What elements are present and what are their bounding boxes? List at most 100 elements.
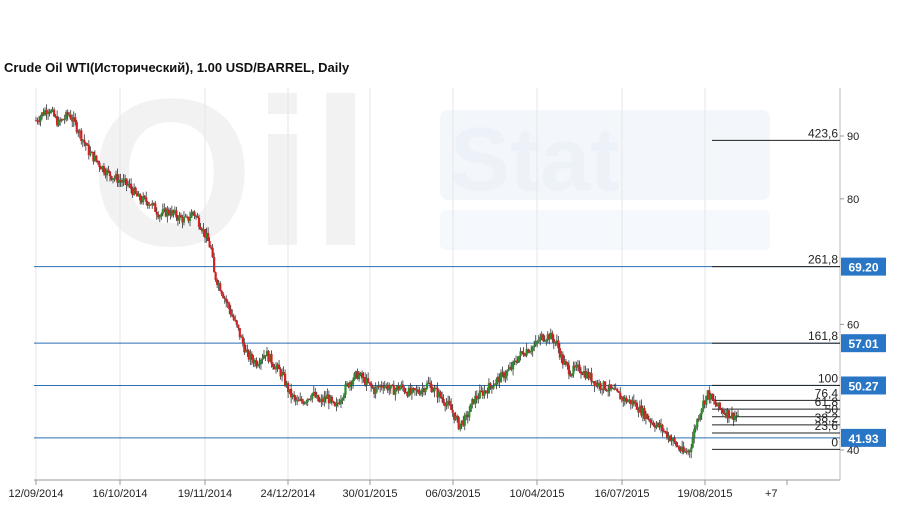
candle-body [382, 387, 385, 389]
candle-body [364, 377, 367, 385]
candle-body [391, 384, 394, 386]
candle-body [235, 320, 238, 325]
candle-body [182, 216, 186, 223]
candle-body [711, 393, 714, 400]
candle-body [632, 400, 635, 405]
candle-body [133, 187, 136, 195]
candle-body [360, 372, 364, 379]
y-tick-label: 90 [847, 131, 859, 143]
candle-body [56, 116, 59, 126]
candle-body [219, 283, 222, 291]
candle-body [53, 109, 56, 117]
candle-body [306, 398, 309, 402]
candle-body [167, 209, 170, 214]
candle-body [591, 381, 595, 383]
candle-body [191, 211, 195, 213]
candle-body [490, 386, 494, 389]
candle-body [277, 364, 281, 370]
candle-body [258, 363, 261, 365]
candle-body [531, 346, 534, 351]
candle-body [522, 352, 525, 356]
candle-body [137, 194, 140, 197]
candle-body [262, 355, 266, 359]
candle-body [83, 139, 86, 143]
candle-body [154, 203, 157, 212]
candle-body [157, 214, 160, 218]
candle-body [196, 215, 199, 218]
candle-body [477, 398, 480, 400]
x-tick-label: 10/04/2015 [509, 488, 564, 500]
candle-body [294, 397, 297, 401]
candle-body [724, 413, 728, 418]
candle-body [736, 415, 740, 417]
candle-body [508, 366, 512, 370]
candle-body [684, 451, 687, 453]
candle-body [309, 398, 312, 400]
candle-body [678, 446, 681, 450]
candle-body [323, 396, 326, 402]
fibonacci-label: 76,4 [815, 386, 839, 400]
candle-body [401, 384, 404, 388]
candle-body [444, 403, 447, 407]
candle-body [478, 390, 481, 399]
candle-body [190, 212, 193, 218]
candle-body [528, 351, 531, 353]
candle-body [163, 208, 166, 210]
candle-body [383, 386, 386, 389]
candle-body [690, 447, 693, 453]
candle-body [638, 405, 641, 413]
candle-body [705, 395, 708, 405]
x-tick-label: +7 [765, 488, 778, 500]
candle-body [730, 412, 734, 418]
candle-body [489, 383, 492, 387]
candle-body [104, 172, 107, 176]
fibonacci-label: 161,8 [808, 329, 838, 343]
candle-body [39, 116, 42, 122]
candle-body [98, 162, 101, 167]
fibonacci-label: 100 [818, 371, 838, 385]
candle-body [454, 415, 457, 420]
candle-body [628, 399, 631, 401]
candle-body [249, 353, 252, 360]
candle-body [546, 334, 549, 341]
candle-body [519, 351, 522, 356]
candle-body [441, 397, 444, 399]
candle-body [111, 178, 115, 180]
candle-body [197, 217, 201, 227]
candle-body [75, 122, 78, 132]
candle-body [671, 438, 675, 441]
candle-body [228, 303, 231, 310]
candle-body [283, 373, 287, 386]
candle-body [142, 196, 145, 203]
candle-body [122, 179, 125, 183]
candle-body [447, 400, 450, 404]
candle-body [560, 354, 563, 358]
candle-body [173, 210, 176, 214]
candle-body [696, 419, 699, 428]
candle-body [185, 216, 189, 218]
candle-body [256, 364, 260, 367]
watermark-logo: Oil Stat [90, 55, 770, 290]
candle-body [37, 121, 41, 123]
candle-body [379, 385, 382, 388]
candle-body [114, 174, 118, 178]
candle-body [566, 362, 569, 366]
candle-body [253, 360, 257, 364]
candle-body [421, 388, 424, 391]
candle-body [735, 415, 738, 417]
candle-body [332, 401, 335, 403]
candle-body [581, 373, 584, 375]
candle-body [507, 369, 510, 371]
price-level-tag [841, 257, 886, 276]
candle-body [486, 391, 489, 394]
candle-body [404, 391, 407, 393]
candle-body [268, 353, 272, 362]
candle-body [631, 400, 634, 405]
candle-body [558, 348, 561, 358]
candle-body [226, 301, 229, 304]
candle-body [247, 351, 250, 360]
candle-body [667, 435, 670, 438]
candle-body [161, 209, 164, 215]
candle-body [339, 400, 343, 404]
candle-body [80, 130, 83, 141]
